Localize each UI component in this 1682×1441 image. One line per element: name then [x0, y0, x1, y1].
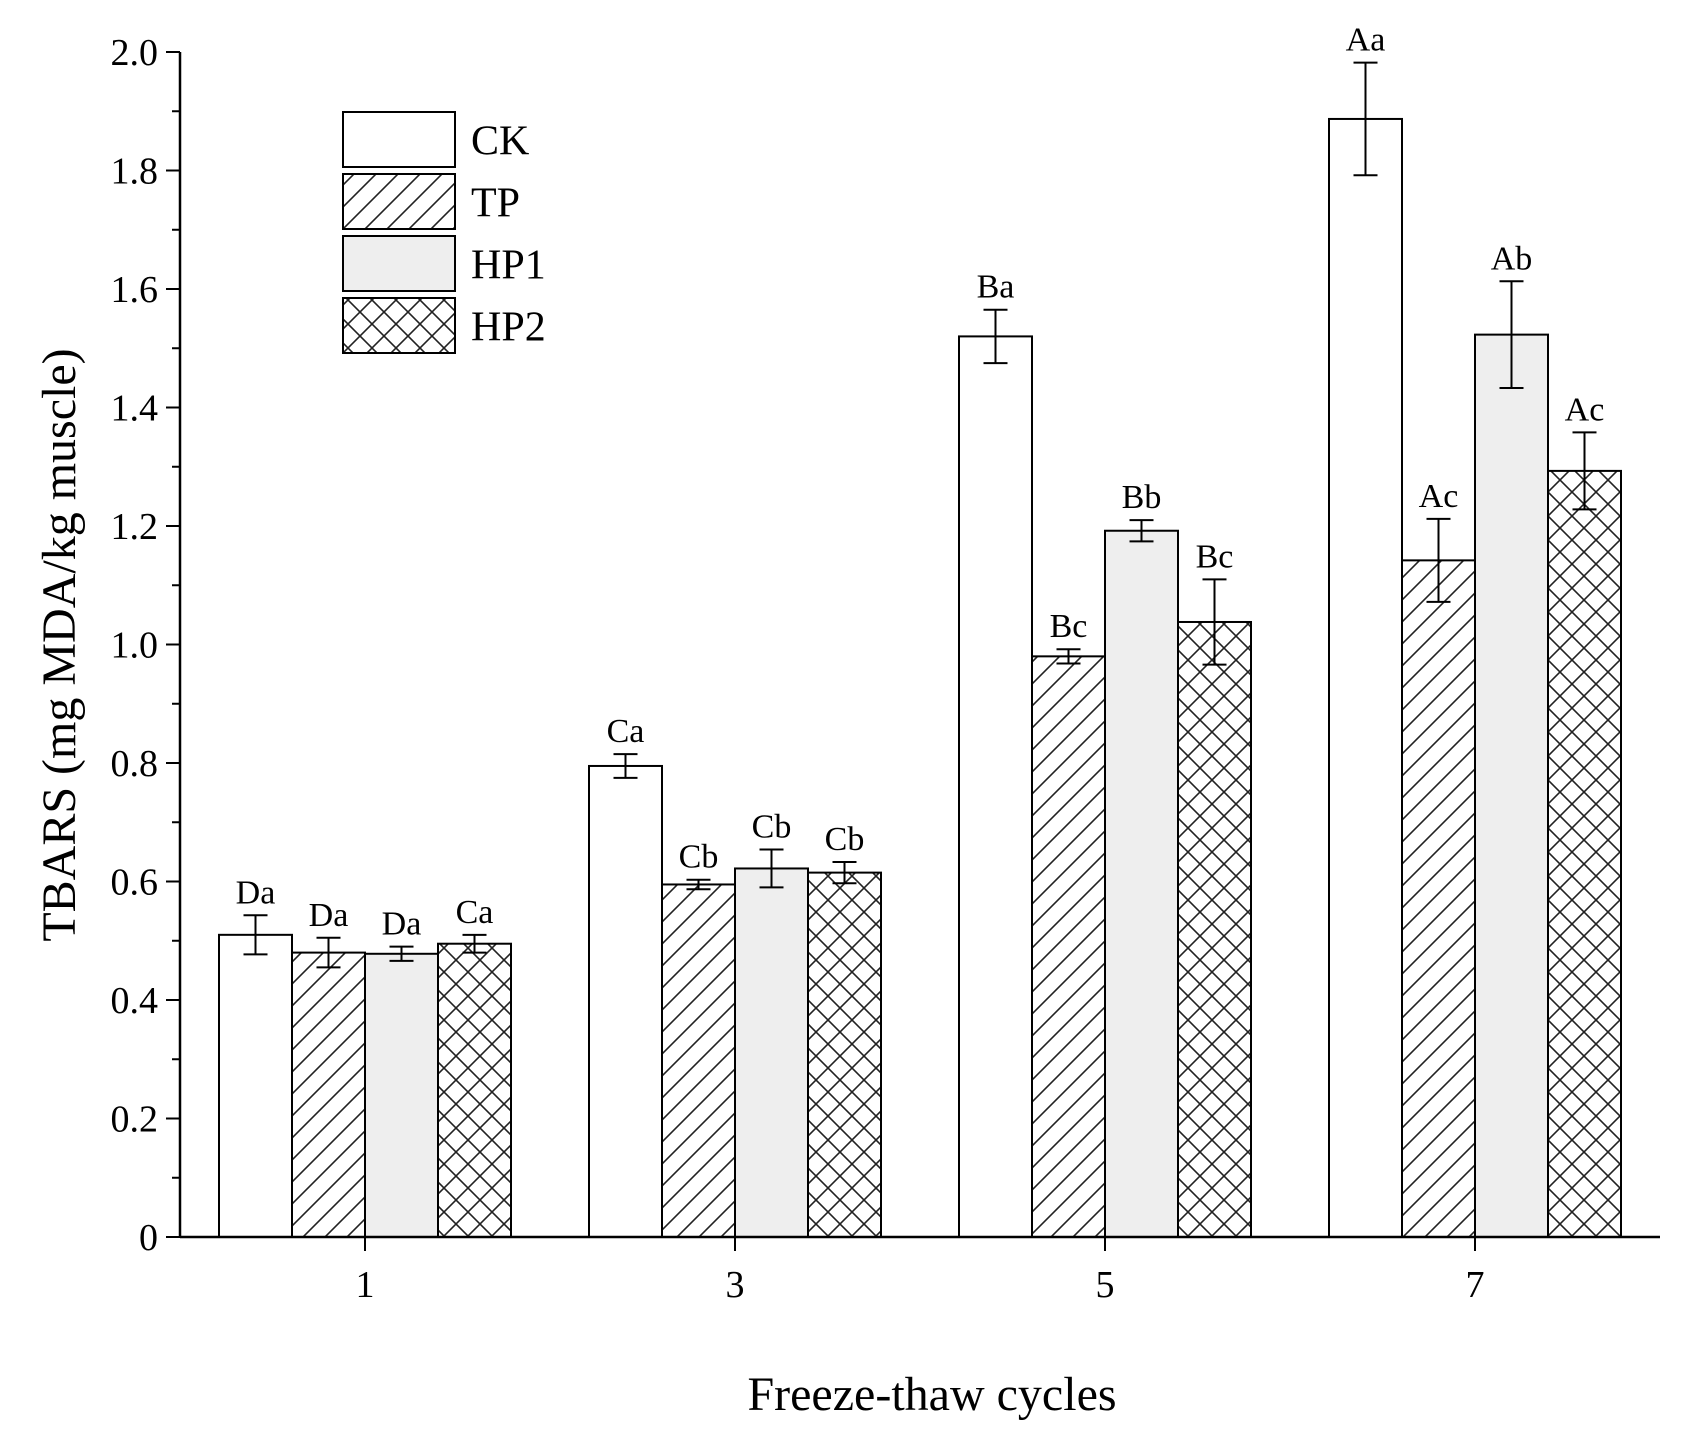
legend-swatch-tp: [342, 173, 456, 230]
y-tick-label: 1.4: [111, 388, 159, 430]
significance-label: Ca: [607, 713, 645, 750]
significance-label: Da: [382, 906, 422, 943]
bar-tp-cycle-5: [1031, 655, 1106, 1238]
legend-swatch-hp2: [342, 297, 456, 354]
bar-tp-cycle-3: [661, 883, 736, 1239]
bar-hp2-cycle-3: [807, 871, 882, 1238]
significance-label: Bb: [1122, 479, 1162, 516]
bar-hp2-cycle-1: [437, 942, 512, 1239]
legend-swatch-ck: [342, 111, 456, 168]
y-tick-label: 2.0: [111, 32, 159, 74]
x-axis-title: Freeze-thaw cycles: [747, 1368, 1116, 1421]
y-tick-label: 1.6: [111, 269, 159, 311]
significance-label: Cb: [679, 839, 719, 876]
y-tick-label: 1.2: [111, 506, 159, 548]
x-tick-label: 5: [1096, 1264, 1115, 1306]
bar-ck-cycle-1: [218, 933, 293, 1238]
significance-label: Ca: [456, 894, 494, 931]
bar-hp2-cycle-7: [1547, 469, 1622, 1238]
legend-label-hp1: HP1: [471, 243, 546, 289]
bar-tp-cycle-7: [1401, 559, 1476, 1238]
significance-label: Ba: [977, 269, 1015, 306]
legend-swatch-hp1: [342, 235, 456, 292]
significance-label: Ac: [1565, 391, 1605, 428]
y-tick-label: 0.2: [111, 1099, 159, 1141]
significance-label: Cb: [825, 821, 865, 858]
y-axis-title: TBARS (mg MDA/kg muscle): [33, 348, 86, 941]
significance-label: Da: [309, 897, 349, 934]
bar-ck-cycle-3: [588, 764, 663, 1239]
significance-label: Da: [236, 874, 276, 911]
bar-hp1-cycle-7: [1474, 333, 1549, 1238]
bar-ck-cycle-7: [1328, 117, 1403, 1238]
significance-label: Ab: [1491, 240, 1533, 277]
legend-label-hp2: HP2: [471, 305, 546, 351]
legend-label-ck: CK: [471, 119, 529, 165]
significance-label: Cb: [752, 809, 792, 846]
bar-hp2-cycle-5: [1177, 620, 1252, 1238]
y-tick-label: 0.6: [111, 862, 159, 904]
bar-hp1-cycle-1: [364, 952, 439, 1238]
significance-label: Bc: [1196, 538, 1234, 575]
bar-hp1-cycle-3: [734, 867, 809, 1239]
bar-ck-cycle-5: [958, 335, 1033, 1238]
legend-label-tp: TP: [471, 181, 520, 227]
x-tick-label: 3: [726, 1264, 745, 1306]
y-tick-label: 0.8: [111, 743, 159, 785]
y-tick-label: 1.0: [111, 625, 159, 667]
plot-area: 0 0.2 0.4 0.6 0.8 1.0 1.2 1.4 1.6 1.8 2.0 Da Ca Ba Aa D…: [111, 22, 1660, 1306]
significance-label: Bc: [1050, 608, 1088, 645]
significance-label: Ac: [1419, 478, 1459, 515]
y-tick-label: 0: [139, 1217, 158, 1259]
y-tick-label: 1.8: [111, 151, 159, 193]
x-tick-label: 1: [356, 1264, 375, 1306]
bar-tp-cycle-1: [291, 951, 366, 1238]
bar-hp1-cycle-5: [1104, 529, 1179, 1238]
y-tick-label: 0.4: [111, 980, 159, 1022]
x-tick-label: 7: [1466, 1264, 1485, 1306]
significance-label: Aa: [1346, 22, 1386, 59]
